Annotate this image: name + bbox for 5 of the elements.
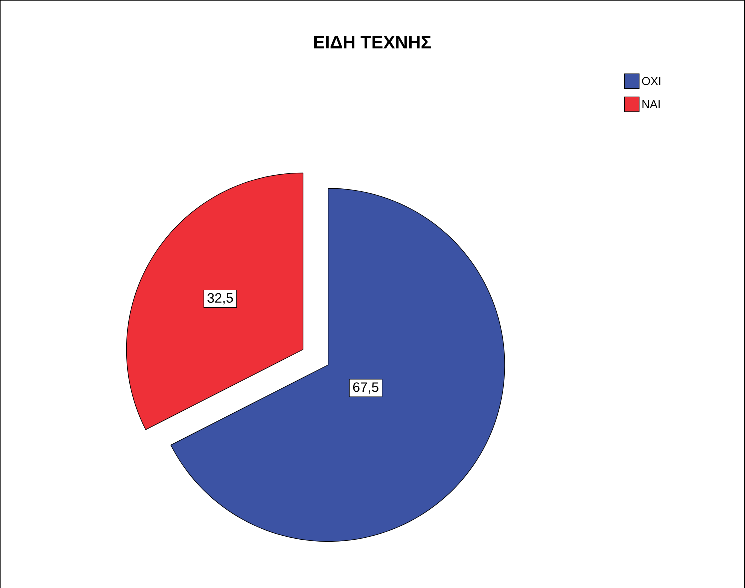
legend-label: ΟΧΙ — [642, 77, 661, 86]
legend-label: ΝΑΙ — [642, 100, 660, 108]
data-label: 67,5 — [353, 382, 379, 394]
chart-title: ΕΙΔΗ ΤΕΧΝΗΣ — [314, 36, 432, 48]
data-label: 32,5 — [208, 293, 234, 304]
